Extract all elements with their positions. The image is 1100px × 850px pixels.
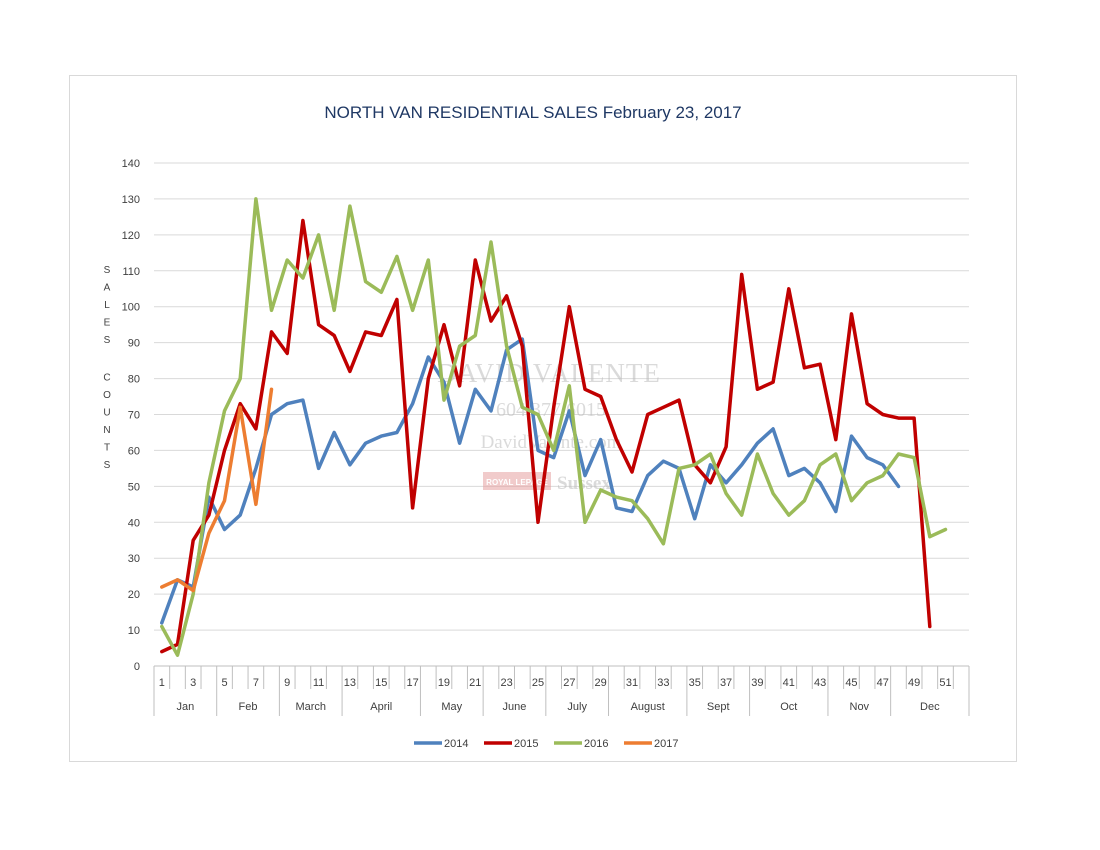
month-label: May (441, 701, 462, 713)
series-line-2015 (160, 218, 932, 654)
y-tick-label: 130 (122, 194, 140, 206)
y-axis-label-letter: O (103, 390, 111, 401)
x-tick-label: 29 (595, 677, 607, 689)
y-axis-label-letter: U (103, 408, 110, 419)
y-tick-label: 80 (128, 374, 140, 386)
watermark-name: DAVID VALENTE (437, 358, 661, 388)
series-line-2016 (160, 197, 948, 657)
x-tick-label: 5 (221, 677, 227, 689)
x-tick-label: 37 (720, 677, 732, 689)
y-axis-label-letter: E (104, 318, 111, 329)
legend-label-2016: 2016 (584, 738, 608, 750)
y-tick-label: 60 (128, 445, 140, 457)
watermark-brokerage: Sussex (557, 473, 611, 494)
month-label: April (370, 701, 392, 713)
x-tick-label: 25 (532, 677, 544, 689)
y-tick-label: 40 (128, 517, 140, 529)
month-label: July (567, 701, 587, 713)
y-axis-label-letter: T (104, 443, 110, 454)
month-label: June (503, 701, 527, 713)
x-tick-label: 21 (469, 677, 481, 689)
y-axis-ticks: 0 10 20 30 40 50 60 70 80 90 100 110 120 130 140 (122, 158, 140, 673)
x-tick-label: 45 (845, 677, 857, 689)
x-axis: 1 3 5 7 9 11 13 15 17 19 21 23 25 27 29 31 33 35 37 39 41 43 4… (153, 666, 970, 716)
x-tick-label: 43 (814, 677, 826, 689)
x-tick-label: 33 (657, 677, 669, 689)
x-tick-label: 35 (689, 677, 701, 689)
y-tick-label: 120 (122, 230, 140, 242)
month-label: Sept (707, 701, 730, 713)
month-label: Dec (920, 701, 940, 713)
month-label: Nov (850, 701, 870, 713)
month-label: Jan (176, 701, 194, 713)
y-tick-label: 10 (128, 625, 140, 637)
chart-title: NORTH VAN RESIDENTIAL SALES February 23,… (324, 103, 741, 122)
month-label: August (631, 701, 665, 713)
x-tick-label: 7 (253, 677, 259, 689)
series-line-2017 (160, 387, 274, 593)
x-tick-label: 19 (438, 677, 450, 689)
y-axis-label-letter: S (104, 265, 111, 276)
y-axis-label-letter: L (104, 300, 110, 311)
x-tick-label: 47 (877, 677, 889, 689)
x-tick-label: 17 (406, 677, 418, 689)
x-tick-label: 51 (939, 677, 951, 689)
y-tick-label: 100 (122, 302, 140, 314)
legend-label-2017: 2017 (654, 738, 678, 750)
x-tick-label: 11 (313, 677, 324, 689)
series-line-2014 (160, 337, 901, 625)
chart-frame (69, 75, 1017, 762)
y-axis-label-letter: A (104, 283, 111, 294)
y-axis-label-letter: S (104, 460, 111, 471)
y-tick-label: 140 (122, 158, 140, 170)
month-label: Oct (780, 701, 797, 713)
y-tick-label: 0 (134, 661, 140, 673)
month-label: Feb (239, 701, 258, 713)
x-tick-label: 13 (344, 677, 356, 689)
x-tick-label: 23 (501, 677, 513, 689)
x-tick-label: 39 (751, 677, 763, 689)
x-tick-label: 41 (783, 677, 795, 689)
watermark-brokerage-badge: ROYAL LEPAGE (486, 478, 548, 487)
x-tick-label: 1 (159, 677, 165, 689)
month-label: March (295, 701, 326, 713)
x-tick-label: 49 (908, 677, 920, 689)
y-tick-label: 90 (128, 338, 140, 350)
y-axis-label-letter: S (104, 335, 111, 346)
x-tick-label: 27 (563, 677, 575, 689)
series-lines (160, 197, 948, 657)
y-axis-label-letter: C (103, 373, 110, 384)
watermark-phone: 604.377.6015 (496, 399, 606, 421)
legend-label-2015: 2015 (514, 738, 538, 750)
x-tick-label: 15 (375, 677, 387, 689)
x-tick-label: 31 (626, 677, 638, 689)
legend: 2014 2015 2016 2017 (414, 738, 678, 750)
y-tick-label: 50 (128, 481, 140, 493)
x-tick-label: 9 (284, 677, 290, 689)
x-tick-label: 3 (190, 677, 196, 689)
y-tick-label: 70 (128, 410, 140, 422)
y-tick-label: 110 (122, 266, 140, 278)
y-tick-label: 30 (128, 553, 140, 565)
legend-label-2014: 2014 (444, 738, 468, 750)
watermark: DAVID VALENTE 604.377.6015 DavidValente.… (437, 358, 661, 494)
y-tick-label: 20 (128, 589, 140, 601)
y-axis-label-letter: N (103, 425, 110, 436)
